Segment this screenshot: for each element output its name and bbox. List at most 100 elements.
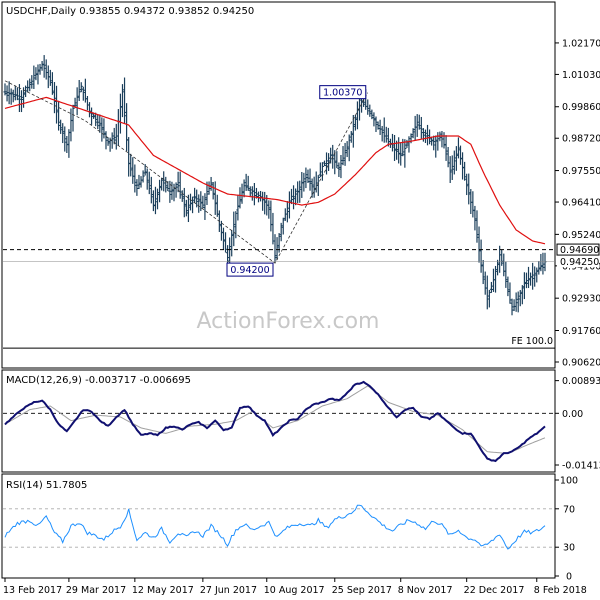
price-bar bbox=[106, 137, 110, 146]
price-bar bbox=[467, 173, 471, 205]
price-bar bbox=[345, 141, 349, 158]
price-bar bbox=[77, 80, 81, 101]
price-bar bbox=[514, 292, 518, 312]
price-bar bbox=[85, 95, 90, 111]
price-bar bbox=[79, 82, 83, 93]
price-bar bbox=[520, 285, 524, 305]
price-bar bbox=[312, 176, 316, 198]
level-price-label: 0.94690 bbox=[560, 245, 599, 256]
price-bar bbox=[510, 298, 514, 316]
price-bar bbox=[417, 114, 421, 130]
price-bar bbox=[320, 162, 325, 181]
price-bar bbox=[102, 118, 106, 139]
price-bar bbox=[162, 171, 166, 192]
price-ytick-label: 0.98720 bbox=[562, 134, 600, 145]
price-bar bbox=[296, 181, 300, 204]
price-bar bbox=[448, 156, 452, 184]
price-bar bbox=[223, 232, 228, 253]
price-bar bbox=[446, 147, 450, 168]
price-bar bbox=[271, 212, 275, 245]
price-bar bbox=[308, 168, 312, 191]
rsi-panel-frame bbox=[1, 473, 556, 579]
price-bar bbox=[248, 186, 252, 197]
price-bar bbox=[522, 272, 526, 300]
xtick-label: 13 Feb 2017 bbox=[3, 585, 62, 596]
price-bar bbox=[434, 135, 438, 158]
price-bar bbox=[100, 117, 104, 142]
price-bar bbox=[203, 193, 207, 220]
price-bar bbox=[382, 117, 386, 143]
price-bar bbox=[135, 179, 139, 196]
price-bar bbox=[94, 112, 98, 127]
price-bar bbox=[347, 134, 351, 162]
price-bar bbox=[98, 114, 102, 133]
price-bar bbox=[298, 180, 302, 203]
price-bar bbox=[395, 140, 399, 160]
price-bar bbox=[294, 188, 298, 206]
price-bar bbox=[250, 186, 254, 201]
price-bar bbox=[531, 262, 535, 290]
price-bar bbox=[7, 81, 11, 105]
price-bar bbox=[518, 289, 522, 307]
xtick-label: 25 Sep 2017 bbox=[332, 585, 392, 596]
price-bar bbox=[269, 200, 273, 232]
price-bar bbox=[133, 164, 137, 193]
price-bar bbox=[267, 200, 271, 219]
price-bar bbox=[116, 109, 120, 146]
macd-panel-title: MACD(12,26,9) -0.003717 -0.006695 bbox=[6, 375, 191, 386]
fibonacci-projection-line bbox=[4, 80, 369, 264]
price-bar bbox=[405, 139, 409, 148]
price-bar bbox=[139, 176, 143, 188]
price-bar bbox=[355, 101, 360, 130]
price-bar bbox=[279, 222, 283, 242]
price-bar bbox=[516, 291, 520, 313]
price-bar bbox=[504, 261, 508, 288]
price-bar bbox=[87, 102, 92, 118]
price-bar bbox=[452, 150, 456, 175]
price-bar bbox=[436, 132, 440, 151]
price-bar bbox=[188, 193, 193, 211]
price-bar bbox=[343, 142, 347, 166]
price-bar bbox=[458, 145, 463, 165]
price-bar bbox=[21, 87, 26, 108]
swing-point-label: 1.00370 bbox=[323, 88, 362, 99]
price-bar bbox=[9, 88, 13, 105]
price-bar bbox=[384, 126, 388, 143]
price-bar bbox=[24, 85, 28, 98]
price-bar bbox=[351, 114, 355, 148]
macd-panel-frame bbox=[1, 369, 556, 473]
price-bar bbox=[370, 109, 374, 120]
level-price-box bbox=[556, 243, 600, 256]
price-bar bbox=[137, 174, 141, 190]
price-bar bbox=[147, 171, 151, 195]
price-bar bbox=[341, 146, 345, 166]
xtick-label: 22 Dec 2017 bbox=[464, 585, 525, 596]
price-bar bbox=[289, 188, 294, 205]
price-bar bbox=[48, 69, 52, 86]
price-bar bbox=[302, 172, 306, 192]
price-bar bbox=[489, 281, 494, 293]
price-bar bbox=[419, 116, 423, 139]
price-bar bbox=[141, 170, 145, 183]
moving-average-line bbox=[4, 96, 546, 245]
price-ytick-label: 0.95240 bbox=[562, 230, 600, 241]
price-bar bbox=[244, 173, 248, 191]
macd-panel: 0.008934 0.00 -0.014136 bbox=[3, 376, 600, 472]
price-bar bbox=[157, 179, 162, 203]
price-bar bbox=[71, 104, 75, 132]
price-bar bbox=[403, 139, 407, 168]
price-bar bbox=[376, 121, 380, 130]
price-ytick-label: 1.01030 bbox=[562, 70, 600, 81]
price-bar bbox=[59, 119, 63, 134]
price-bar bbox=[326, 153, 331, 171]
rsi-ytick-label: 70 bbox=[563, 504, 575, 515]
price-bar bbox=[469, 189, 473, 215]
price-bar bbox=[131, 157, 135, 184]
price-bar bbox=[160, 177, 164, 191]
price-bar bbox=[44, 59, 48, 80]
price-bar bbox=[172, 183, 176, 202]
price-bar bbox=[397, 137, 401, 164]
price-bar bbox=[337, 162, 341, 177]
price-bar bbox=[465, 173, 469, 196]
price-bar bbox=[15, 87, 19, 101]
